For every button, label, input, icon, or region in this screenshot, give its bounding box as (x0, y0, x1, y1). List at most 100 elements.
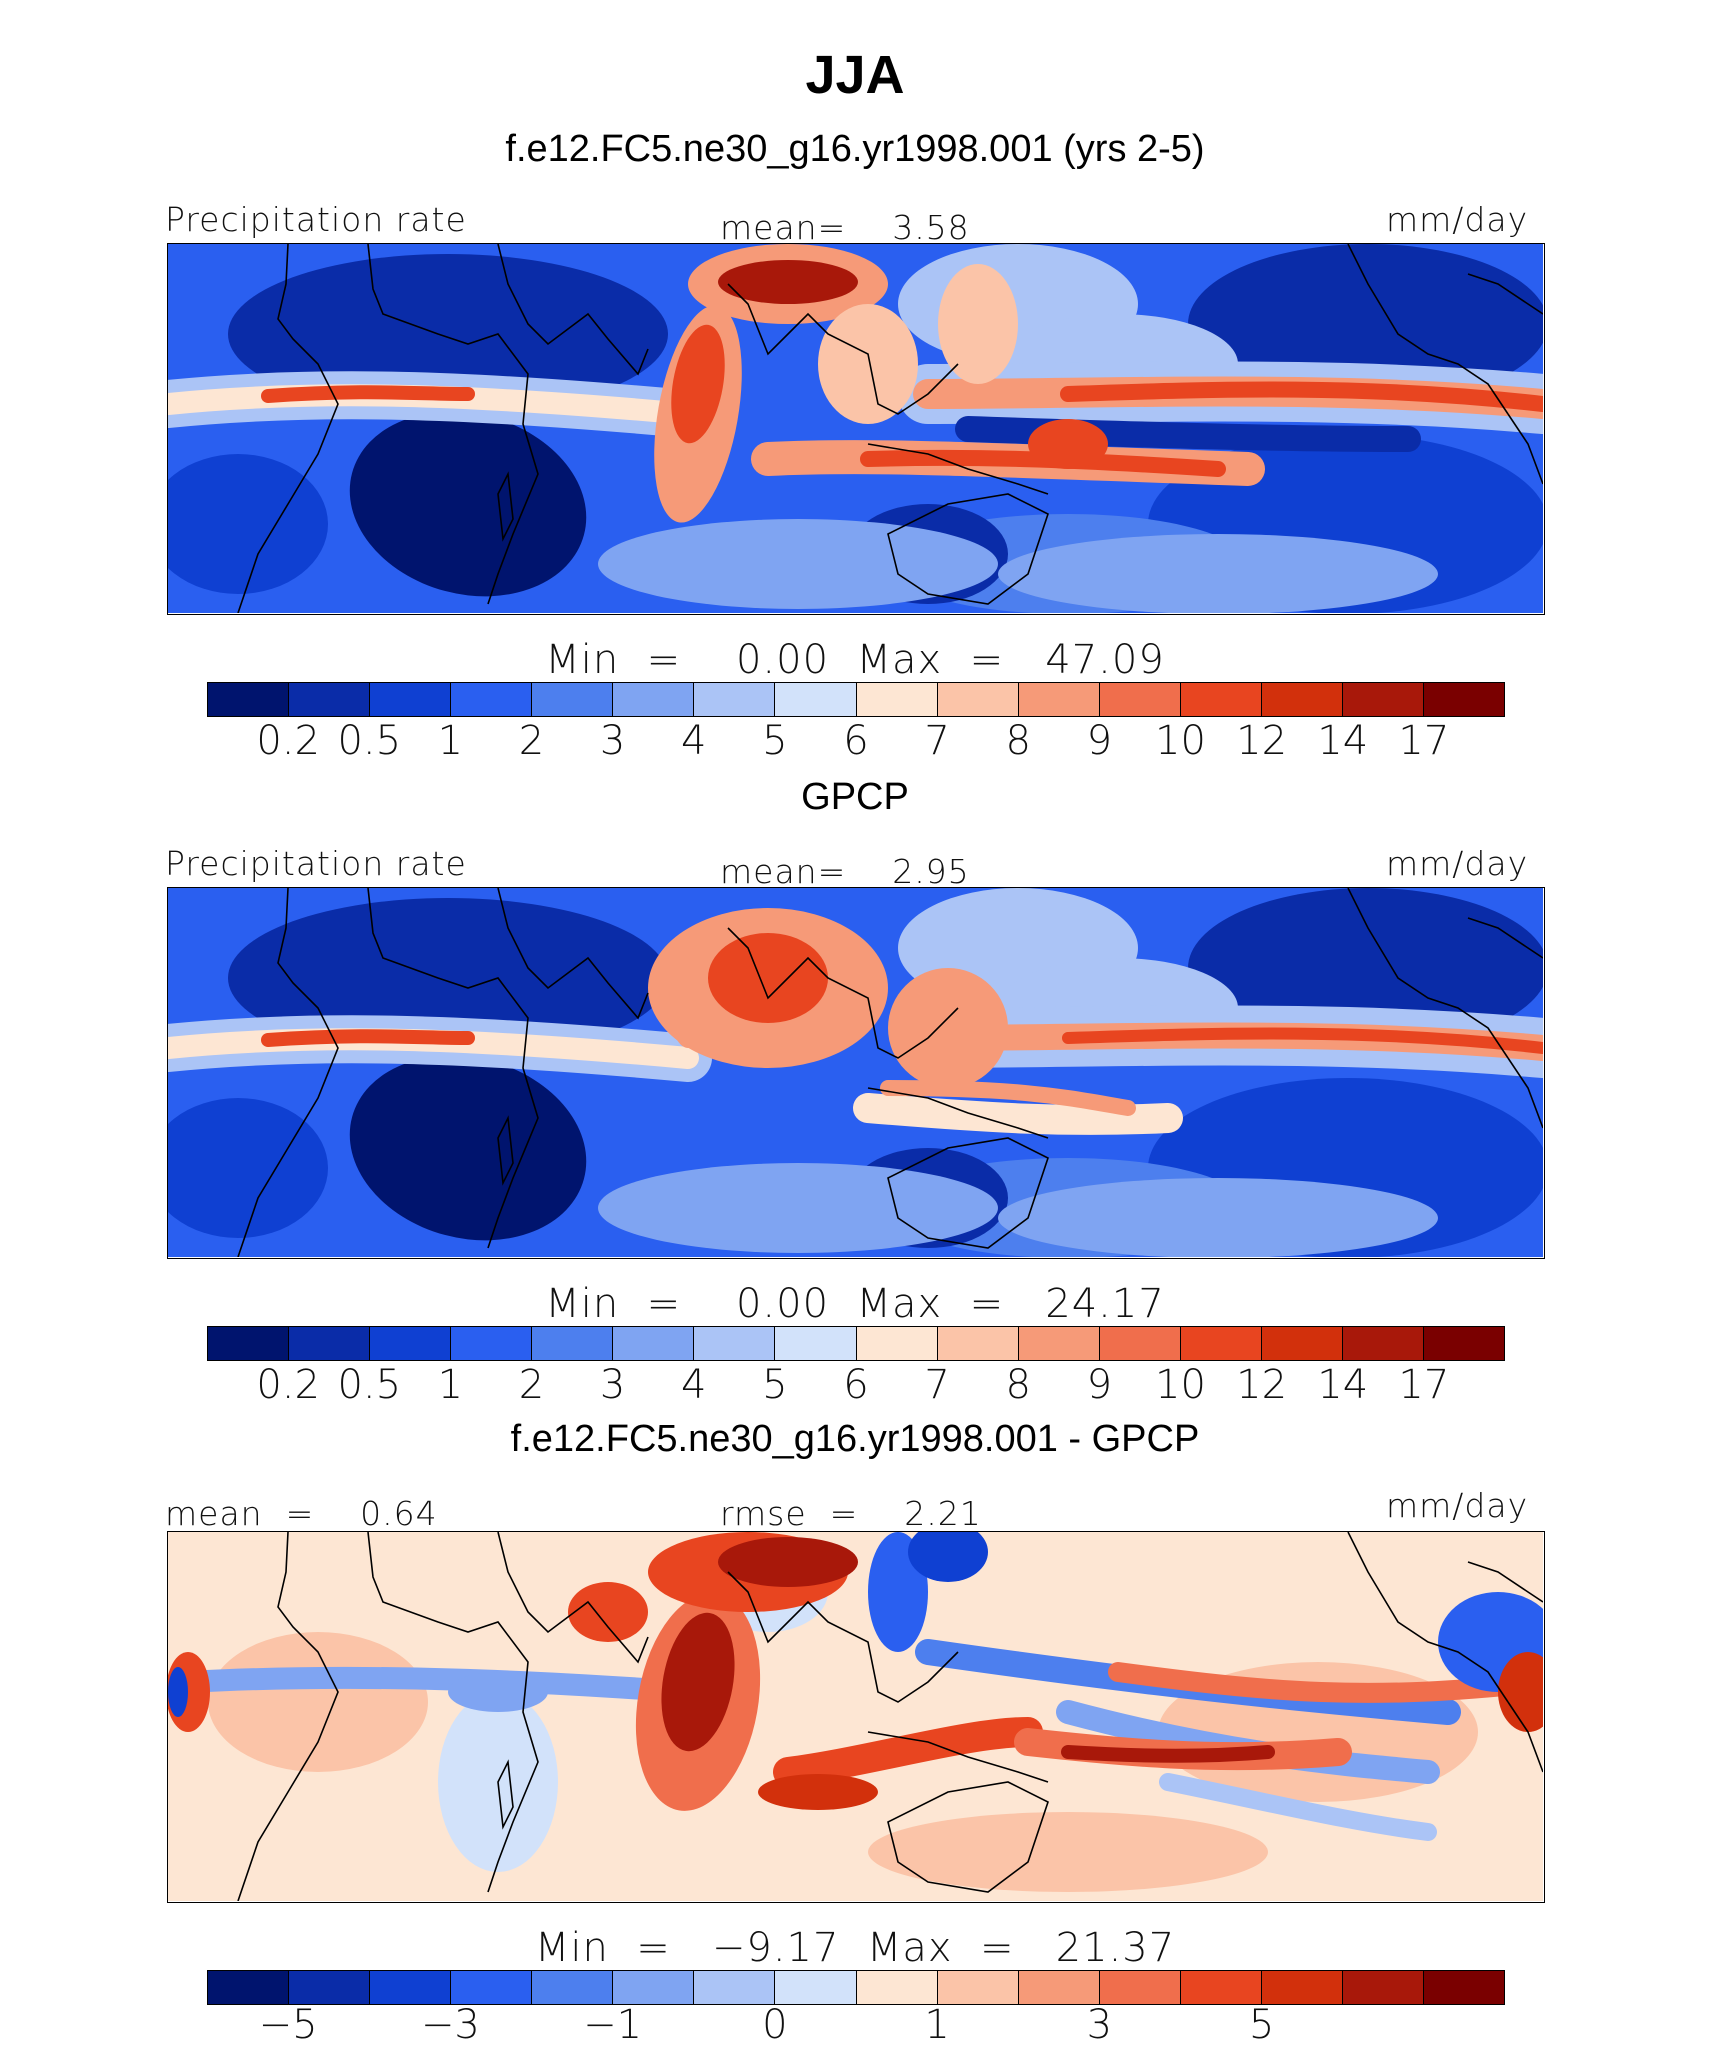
panel-3-map (167, 1531, 1545, 1903)
panel-3-subtitle: f.e12.FC5.ne30_g16.yr1998.001 - GPCP (510, 1418, 1200, 1460)
colorbar-swatch (1018, 1327, 1100, 1360)
colorbar-swatch (613, 1327, 695, 1360)
colorbar-swatch (1423, 683, 1504, 716)
colorbar-swatch (208, 1971, 290, 2004)
colorbar-swatch (370, 683, 452, 716)
panel-3-rmse-label: rmse = 2.21 (720, 1494, 982, 1533)
panel-1-left-label: Precipitation rate (165, 200, 467, 239)
panel-2-map (167, 887, 1545, 1259)
colorbar-swatch (856, 1327, 938, 1360)
colorbar-tick-label: 3 (599, 1362, 626, 1408)
colorbar-swatch (775, 1327, 857, 1360)
colorbar-swatch (1099, 683, 1181, 716)
colorbar-tick-label: −1 (583, 2002, 643, 2048)
colorbar-swatch (1180, 1971, 1262, 2004)
colorbar-swatch (1423, 1327, 1504, 1360)
colorbar-swatch (856, 683, 938, 716)
panel-1-colorbar-ticks: 0.2 0.5 1 2 3 4 5 6 7 8 9 10 12 14 17 (207, 718, 1505, 764)
colorbar-tick-label: 5 (1248, 2002, 1275, 2048)
colorbar-swatch (370, 1971, 452, 2004)
colorbar-tick-label: 5 (762, 1362, 788, 1408)
colorbar-tick-label: 14 (1317, 718, 1369, 764)
colorbar-tick-label: 2 (518, 1362, 545, 1408)
colorbar-tick-label: 5 (762, 718, 788, 764)
panel-2-colorbar (207, 1326, 1505, 1361)
colorbar-swatch (1261, 1327, 1343, 1360)
colorbar-tick-label: 14 (1317, 1362, 1369, 1408)
colorbar-tick-label: 4 (681, 1362, 707, 1408)
colorbar-tick-label: 10 (1155, 718, 1206, 764)
figure-title: JJA (805, 45, 905, 105)
colorbar-swatch (1018, 1971, 1100, 2004)
panel-2-min-max: Min = 0.00 Max = 24.17 (545, 1281, 1165, 1327)
panel-3-mean-label: mean = 0.64 (165, 1494, 438, 1533)
colorbar-swatch (208, 1327, 290, 1360)
colorbar-swatch (1342, 1327, 1424, 1360)
colorbar-swatch (694, 1327, 776, 1360)
colorbar-swatch (289, 683, 371, 716)
colorbar-swatch (937, 1971, 1019, 2004)
colorbar-swatch (1261, 683, 1343, 716)
colorbar-swatch (1342, 683, 1424, 716)
colorbar-tick-label: 17 (1398, 718, 1450, 764)
colorbar-swatch (1180, 1327, 1262, 1360)
colorbar-swatch (1342, 1971, 1424, 2004)
colorbar-swatch (451, 1327, 533, 1360)
colorbar-tick-label: 1 (437, 718, 464, 764)
colorbar-tick-label: 9 (1086, 1362, 1113, 1408)
colorbar-tick-label: 6 (843, 718, 869, 764)
panel-2-units: mm/day (1386, 844, 1529, 883)
panel-3-diff-field (168, 1532, 1543, 1901)
panel-1-min-max: Min = 0.00 Max = 47.09 (545, 637, 1165, 683)
colorbar-tick-label: 2 (518, 718, 545, 764)
colorbar-swatch (289, 1327, 371, 1360)
colorbar-swatch (289, 1971, 371, 2004)
colorbar-tick-label: 1 (924, 2002, 950, 2048)
colorbar-swatch (856, 1971, 938, 2004)
colorbar-swatch (1099, 1971, 1181, 2004)
colorbar-swatch (451, 1971, 533, 2004)
colorbar-tick-label: 0.5 (337, 1362, 402, 1408)
colorbar-tick-label: 6 (843, 1362, 869, 1408)
colorbar-swatch (1423, 1971, 1504, 2004)
colorbar-swatch (1018, 683, 1100, 716)
colorbar-swatch (532, 1327, 614, 1360)
colorbar-tick-label: 1 (437, 1362, 464, 1408)
colorbar-tick-label: 12 (1236, 1362, 1288, 1408)
colorbar-swatch (1099, 1327, 1181, 1360)
colorbar-tick-label: 3 (1086, 2002, 1113, 2048)
colorbar-tick-label: 8 (1005, 1362, 1031, 1408)
colorbar-swatch (370, 1327, 452, 1360)
colorbar-swatch (613, 1971, 695, 2004)
panel-2-colorbar-ticks: 0.2 0.5 1 2 3 4 5 6 7 8 9 10 12 14 17 (207, 1362, 1505, 1408)
panel-3-colorbar-ticks: −5 −3 −1 0 1 3 5 (207, 2002, 1505, 2048)
panel-1-map (167, 243, 1545, 615)
colorbar-tick-label: −3 (420, 2002, 480, 2048)
colorbar-tick-label: 17 (1398, 1362, 1450, 1408)
colorbar-tick-label: 0.2 (256, 1362, 320, 1408)
colorbar-swatch (937, 1327, 1019, 1360)
colorbar-swatch (694, 683, 776, 716)
colorbar-swatch (694, 1971, 776, 2004)
panel-1-precip-field (168, 244, 1543, 613)
colorbar-swatch (775, 1971, 857, 2004)
panel-1-subtitle: f.e12.FC5.ne30_g16.yr1998.001 (yrs 2-5) (505, 128, 1205, 170)
panel-3-min-max: Min = −9.17 Max = 21.37 (534, 1925, 1176, 1971)
colorbar-swatch (208, 683, 290, 716)
panel-2-left-label: Precipitation rate (165, 844, 467, 883)
colorbar-tick-label: 10 (1155, 1362, 1206, 1408)
colorbar-swatch (937, 683, 1019, 716)
panel-3-colorbar (207, 1970, 1505, 2005)
colorbar-swatch (532, 1971, 614, 2004)
colorbar-tick-label: 7 (924, 1362, 950, 1408)
panel-2-center-label: mean= 2.95 (720, 852, 970, 891)
colorbar-tick-label: 7 (924, 718, 950, 764)
colorbar-swatch (613, 683, 695, 716)
colorbar-tick-label: 0.2 (256, 718, 320, 764)
colorbar-swatch (451, 683, 533, 716)
colorbar-swatch (532, 683, 614, 716)
colorbar-swatch (1261, 1971, 1343, 2004)
colorbar-tick-label: 3 (599, 718, 626, 764)
colorbar-swatch (775, 683, 857, 716)
panel-1-colorbar (207, 682, 1505, 717)
